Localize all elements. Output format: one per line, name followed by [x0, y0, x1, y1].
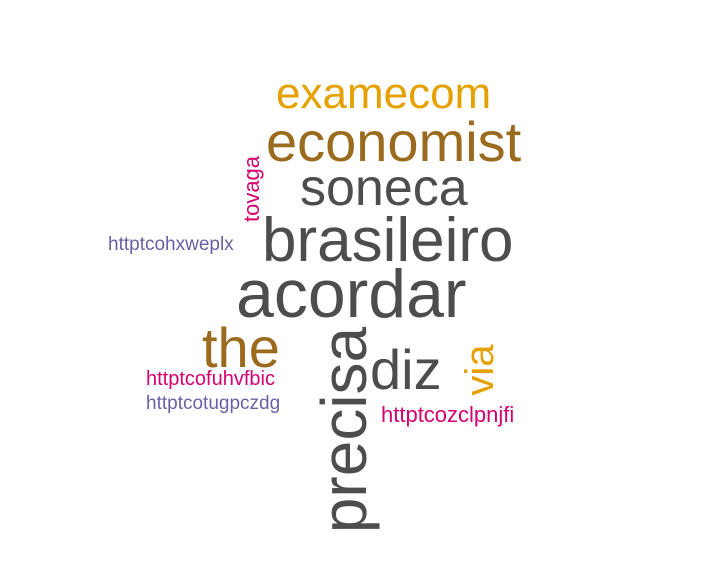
- word-economist: economist: [266, 110, 522, 173]
- word-via: via: [458, 344, 502, 396]
- word-httptcozclpnjfi: httptcozclpnjfi: [381, 402, 515, 427]
- word-the: the: [202, 316, 280, 379]
- word-httptcofuhvfbic: httptcofuhvfbic: [146, 368, 275, 390]
- word-precisa: precisa: [308, 326, 380, 534]
- word-httptcotugpczdg: httptcotugpczdg: [146, 393, 281, 414]
- word-acordar: acordar: [236, 256, 467, 332]
- word-soneca: soneca: [300, 159, 468, 217]
- word-httptcohxweplx: httptcohxweplx: [108, 234, 234, 255]
- word-brasileiro: brasileiro: [262, 206, 514, 275]
- word-examecom: examecom: [276, 69, 492, 118]
- word-tovaga: tovaga: [239, 155, 264, 223]
- word-diz: diz: [370, 338, 442, 401]
